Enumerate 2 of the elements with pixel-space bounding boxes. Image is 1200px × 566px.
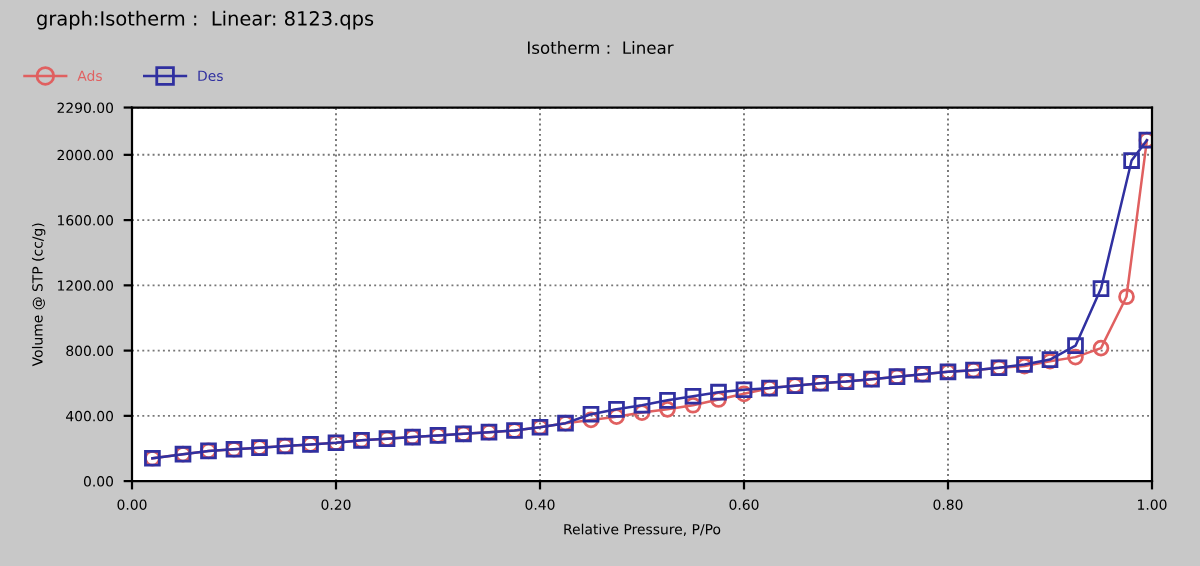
- chart-title: Isotherm : Linear: [528, 41, 674, 55]
- text: graph:Isotherm : Linear: 8123.qps: [37, 10, 374, 30]
